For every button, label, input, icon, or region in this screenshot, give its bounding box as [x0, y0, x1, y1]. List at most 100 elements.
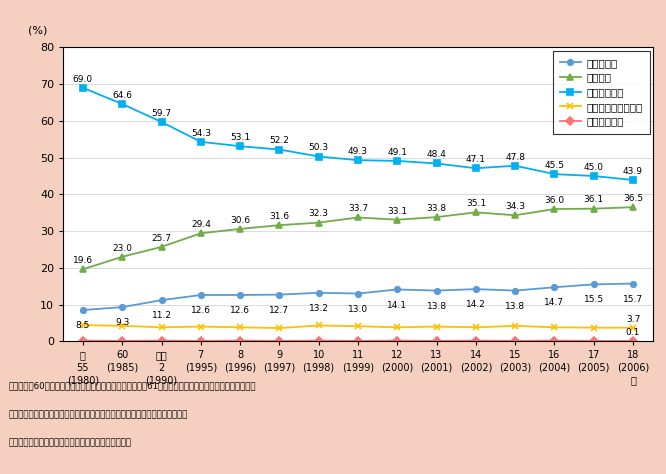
夫婦のみ [275, 222, 283, 228]
夫婦のみ [472, 210, 480, 215]
Text: 13.0: 13.0 [348, 305, 368, 314]
Text: 53.1: 53.1 [230, 133, 250, 142]
子どもと同居 [472, 165, 480, 171]
Text: 35.1: 35.1 [466, 199, 486, 208]
Text: 3.7: 3.7 [626, 315, 640, 324]
非親族と同居 [157, 337, 165, 343]
Text: 49.1: 49.1 [387, 148, 408, 157]
非親族と同居 [354, 338, 362, 344]
Text: 12.6: 12.6 [190, 306, 211, 315]
夫婦のみ [119, 254, 127, 260]
子どもと同居 [197, 139, 205, 145]
Text: 34.3: 34.3 [505, 202, 525, 211]
一人暮らし [236, 292, 244, 298]
子どもと同居 [629, 177, 637, 183]
夫婦のみ [589, 206, 597, 211]
Text: 19.6: 19.6 [73, 256, 93, 265]
夫婦のみ [157, 244, 165, 250]
一人暮らし [629, 281, 637, 286]
Text: 48.4: 48.4 [427, 150, 446, 159]
Text: 32.3: 32.3 [308, 210, 329, 219]
一人暮らし [197, 292, 205, 298]
非親族と同居 [472, 337, 480, 343]
子どもと同居 [314, 154, 322, 159]
Text: 45.0: 45.0 [583, 163, 604, 172]
子どもと同居 [550, 171, 558, 177]
Text: 59.7: 59.7 [151, 109, 172, 118]
その他の親族と同居 [157, 325, 165, 330]
非親族と同居 [119, 338, 127, 344]
夫婦のみ [393, 217, 401, 222]
Text: （注１）「一人暮らし」とは、上記調査における「単独世帯」のことを指す。: （注１）「一人暮らし」とは、上記調査における「単独世帯」のことを指す。 [9, 410, 188, 419]
Text: 15.5: 15.5 [583, 295, 604, 304]
夫婦のみ [79, 266, 87, 272]
Text: 47.8: 47.8 [505, 153, 525, 162]
Text: 23.0: 23.0 [112, 244, 133, 253]
Text: 30.6: 30.6 [230, 216, 250, 225]
夫婦のみ [314, 220, 322, 226]
一人暮らし [433, 288, 441, 293]
夫婦のみ [433, 214, 441, 220]
Text: 15.7: 15.7 [623, 295, 643, 304]
その他の親族と同居 [433, 324, 441, 329]
Text: （注２）平成７年は兵庫県の値を除いたものである。: （注２）平成７年は兵庫県の値を除いたものである。 [9, 438, 132, 447]
Text: 52.2: 52.2 [270, 137, 289, 146]
その他の親族と同居 [197, 324, 205, 329]
夫婦のみ [354, 215, 362, 220]
子どもと同居 [354, 157, 362, 163]
子どもと同居 [589, 173, 597, 179]
Line: その他の親族と同居: その他の親族と同居 [79, 322, 637, 331]
非親族と同居 [393, 337, 401, 343]
Text: 資料：昭和60年以前は厚生省「厚生行政基礎調査」、昭和61年以降は厚生労働省「国民生活基礎調査」: 資料：昭和60年以前は厚生省「厚生行政基礎調査」、昭和61年以降は厚生労働省「国… [9, 382, 256, 391]
Line: 非親族と同居: 非親族と同居 [80, 338, 636, 344]
一人暮らし [472, 286, 480, 292]
Text: 11.2: 11.2 [151, 311, 172, 320]
Text: 49.3: 49.3 [348, 147, 368, 156]
一人暮らし [119, 304, 127, 310]
夫婦のみ [236, 226, 244, 232]
その他の親族と同居 [119, 323, 127, 328]
Text: 33.1: 33.1 [387, 207, 408, 216]
その他の親族と同居 [550, 325, 558, 330]
その他の親族と同居 [589, 325, 597, 330]
その他の親族と同居 [275, 325, 283, 331]
Text: 14.1: 14.1 [387, 301, 408, 310]
その他の親族と同居 [354, 323, 362, 329]
一人暮らし [511, 288, 519, 293]
Text: 69.0: 69.0 [73, 74, 93, 83]
Text: 64.6: 64.6 [112, 91, 133, 100]
Text: 45.5: 45.5 [544, 161, 565, 170]
Text: 50.3: 50.3 [308, 143, 329, 152]
Text: 12.7: 12.7 [269, 306, 290, 315]
Text: 33.8: 33.8 [426, 204, 447, 213]
非親族と同居 [511, 338, 519, 344]
Text: 36.1: 36.1 [583, 195, 604, 204]
Line: 一人暮らし: 一人暮らし [80, 281, 636, 313]
子どもと同居 [433, 161, 441, 166]
子どもと同居 [119, 101, 127, 107]
非親族と同居 [550, 337, 558, 343]
Text: 0.1: 0.1 [626, 328, 640, 337]
非親族と同居 [79, 337, 87, 343]
その他の親族と同居 [629, 325, 637, 330]
Text: 43.9: 43.9 [623, 167, 643, 176]
Text: 31.6: 31.6 [269, 212, 290, 221]
一人暮らし [314, 290, 322, 296]
Text: 47.1: 47.1 [466, 155, 486, 164]
非親族と同居 [589, 338, 597, 344]
その他の親族と同居 [511, 323, 519, 328]
Text: 13.2: 13.2 [308, 304, 329, 313]
Text: 9.3: 9.3 [115, 318, 129, 327]
Text: 54.3: 54.3 [190, 128, 211, 137]
非親族と同居 [236, 337, 244, 343]
子どもと同居 [511, 163, 519, 169]
一人暮らし [354, 291, 362, 296]
Text: 14.2: 14.2 [466, 300, 486, 309]
子どもと同居 [236, 143, 244, 149]
Text: 36.5: 36.5 [623, 194, 643, 203]
その他の親族と同居 [472, 325, 480, 330]
非親族と同居 [629, 338, 637, 344]
Legend: 一人暮らし, 夫婦のみ, 子どもと同居, その他の親族と同居, 非親族と同居: 一人暮らし, 夫婦のみ, 子どもと同居, その他の親族と同居, 非親族と同居 [553, 51, 649, 134]
一人暮らし [275, 292, 283, 298]
Text: 13.8: 13.8 [426, 301, 447, 310]
